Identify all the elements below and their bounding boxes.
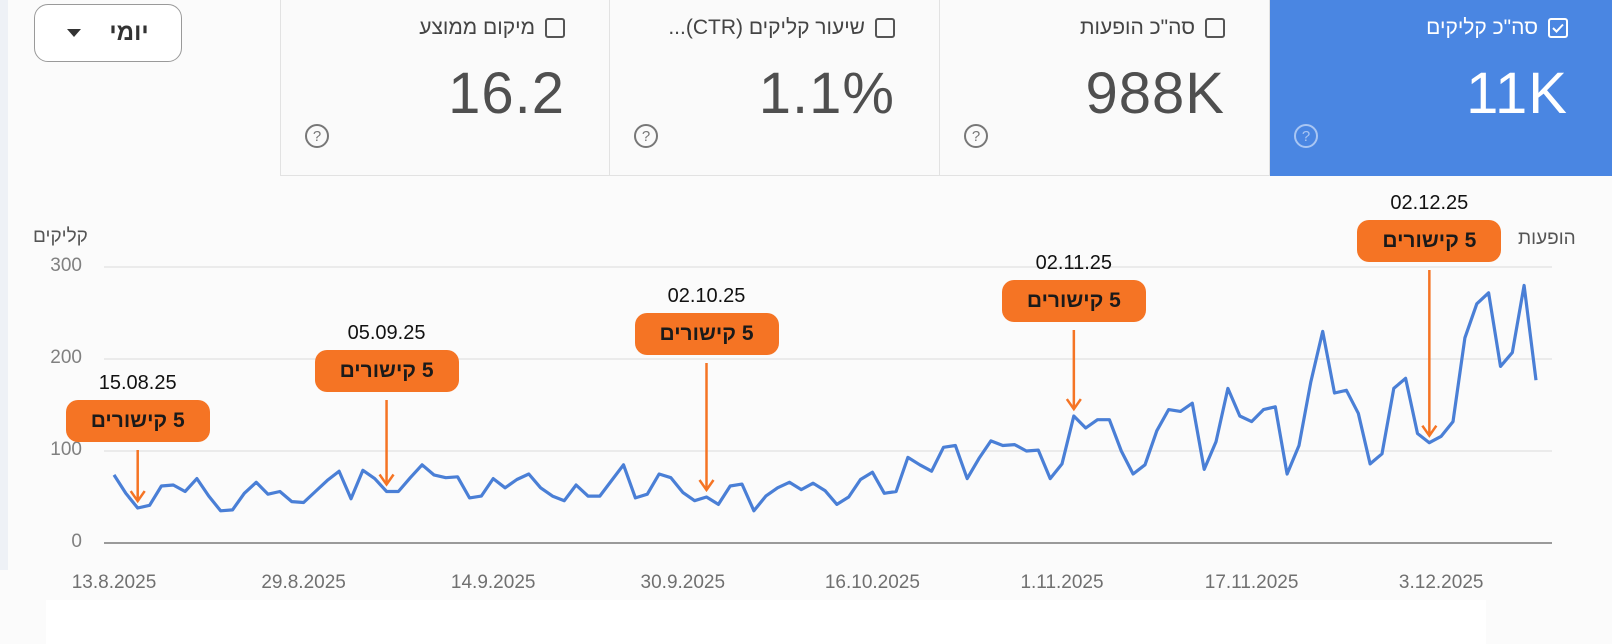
- annotation-date: 15.08.25: [98, 372, 177, 394]
- card-title: שיעור קליקים (CTR)...: [668, 16, 865, 39]
- footer-strip: [46, 600, 1486, 644]
- checkbox-avg-position[interactable]: [545, 18, 565, 38]
- granularity-label: יומי: [109, 19, 149, 46]
- y-tick-label: 200: [50, 347, 82, 368]
- y-tick-label: 300: [50, 255, 82, 276]
- arrow-down-icon: [698, 479, 715, 493]
- help-icon[interactable]: ?: [634, 124, 658, 148]
- checkbox-ctr[interactable]: [875, 18, 895, 38]
- x-tick-label: 3.12.2025: [1398, 572, 1484, 593]
- arrow-down-icon: [1421, 425, 1438, 438]
- x-tick-label: 1.11.2025: [1020, 572, 1104, 593]
- card-title: סה"כ קליקים: [1426, 16, 1538, 39]
- card-title: מיקום ממוצע: [419, 16, 535, 39]
- x-tick-label: 30.9.2025: [640, 572, 726, 593]
- annotation-date: 02.12.25: [1390, 192, 1469, 214]
- y-axis-title-right: הופעות: [1518, 228, 1576, 249]
- arrow-down-icon: [378, 473, 395, 487]
- annotation-date: 02.10.25: [667, 285, 746, 307]
- x-tick-label: 17.11.2025: [1204, 572, 1299, 593]
- x-tick-label: 14.9.2025: [450, 572, 536, 593]
- arrow-down-icon: [1065, 398, 1082, 412]
- help-icon[interactable]: ?: [964, 124, 988, 148]
- metric-card-avg-position[interactable]: מיקום ממוצע 16.2?: [280, 0, 610, 176]
- annotation-badge: 5 קישורים: [314, 350, 459, 392]
- annotation-badge: 5 קישורים: [65, 400, 210, 442]
- card-value: 988K: [1085, 61, 1225, 126]
- card-header: שיעור קליקים (CTR)...: [668, 16, 895, 40]
- card-header: מיקום ממוצע: [419, 16, 565, 40]
- card-value: 1.1%: [758, 61, 895, 126]
- metric-card-ctr[interactable]: שיעור קליקים (CTR)... 1.1%?: [610, 0, 940, 176]
- annotation-badge: 5 קישורים: [1001, 280, 1146, 322]
- card-value: 11K: [1466, 61, 1568, 126]
- granularity-dropdown[interactable]: יומי: [34, 4, 182, 62]
- card-title: סה"כ הופעות: [1080, 16, 1195, 39]
- metric-cards: מיקום ממוצע 16.2? שיעור קליקים (CTR)... 1.1…: [280, 0, 1612, 176]
- chevron-down-icon: [67, 29, 82, 37]
- arrow-down-icon: [129, 490, 146, 504]
- clicks-series-line: [112, 283, 1538, 513]
- checkmark-icon: [1552, 23, 1564, 33]
- help-icon[interactable]: ?: [1294, 124, 1318, 148]
- annotation-badge: 5 קישורים: [634, 313, 779, 355]
- metric-card-clicks[interactable]: סה"כ קליקים 11K?: [1270, 0, 1612, 176]
- card-header: סה"כ הופעות: [1080, 16, 1225, 40]
- help-icon[interactable]: ?: [305, 124, 329, 148]
- y-tick-label: 0: [71, 531, 82, 552]
- metric-card-impressions[interactable]: סה"כ הופעות 988K?: [940, 0, 1270, 176]
- card-header: סה"כ קליקים: [1426, 16, 1568, 40]
- card-value: 16.2: [448, 61, 565, 126]
- x-tick-label: 29.8.2025: [261, 572, 346, 593]
- x-tick-label: 16.10.2025: [824, 572, 920, 593]
- checkbox-impressions[interactable]: [1205, 18, 1225, 38]
- x-tick-label: 13.8.2025: [71, 572, 157, 593]
- y-tick-label: 100: [50, 439, 82, 460]
- annotation-date: 02.11.25: [1035, 252, 1113, 274]
- checkbox-clicks[interactable]: [1548, 18, 1568, 38]
- y-axis-title-left: קליקים: [33, 226, 88, 247]
- page-edge: [0, 0, 8, 570]
- annotation-badge: 5 קישורים: [1357, 220, 1502, 262]
- annotation-date: 05.09.25: [347, 322, 426, 344]
